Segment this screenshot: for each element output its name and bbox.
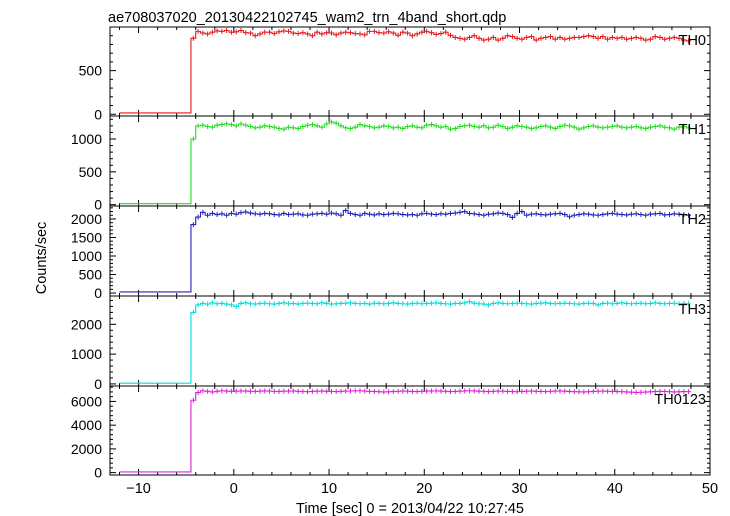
x-tick-label: 20 bbox=[416, 481, 432, 497]
panel-frame bbox=[109, 385, 711, 476]
y-tick-label: 1000 bbox=[71, 346, 102, 362]
panel-frame bbox=[109, 205, 711, 297]
y-tick-label: 1000 bbox=[71, 248, 102, 264]
panel-th3: 0 1000 2000 TH3 bbox=[71, 295, 711, 392]
series-line-th3 bbox=[119, 301, 691, 384]
series-line-th0123 bbox=[119, 390, 691, 473]
panel-frame bbox=[109, 26, 711, 117]
y-tick-label: 2000 bbox=[71, 211, 102, 227]
panel-th0123: 0 2000 4000 6000 TH0123 bbox=[71, 385, 711, 481]
x-tick-label: 0 bbox=[230, 481, 238, 497]
panel-label: TH1 bbox=[679, 122, 706, 138]
y-tick-label: 500 bbox=[79, 267, 103, 283]
panel-th0: 0 500 TH0 bbox=[79, 26, 711, 122]
y-tick-label: 0 bbox=[94, 376, 102, 392]
x-tick-label: −10 bbox=[126, 481, 151, 497]
y-tick-label: 0 bbox=[94, 465, 102, 481]
panel-label: TH3 bbox=[679, 302, 706, 318]
y-axis-label: Counts/sec bbox=[34, 222, 50, 295]
panel-label: TH0123 bbox=[654, 392, 706, 408]
y-tick-label: 0 bbox=[94, 106, 102, 122]
x-tick-label: 40 bbox=[607, 481, 623, 497]
x-axis-label: Time [sec] 0 = 2013/04/22 10:27:45 bbox=[296, 501, 524, 516]
x-tick-label: 30 bbox=[511, 481, 527, 497]
y-tick-label: 1000 bbox=[71, 131, 102, 147]
y-tick-label: 0 bbox=[94, 197, 102, 213]
panel-label: TH2 bbox=[679, 212, 706, 228]
series-line-th1 bbox=[119, 121, 691, 205]
y-tick-label: 1500 bbox=[71, 229, 102, 245]
panel-frame bbox=[109, 115, 711, 207]
panel-label: TH0 bbox=[679, 33, 706, 49]
y-tick-label: 4000 bbox=[71, 417, 102, 433]
panel-th2: 0 500 1000 1500 2000 TH2 bbox=[71, 205, 711, 301]
y-tick-label: 2000 bbox=[71, 316, 102, 332]
y-tick-label: 2000 bbox=[71, 441, 102, 457]
panel-th1: 0 500 1000 TH1 bbox=[71, 115, 711, 213]
y-tick-label: 6000 bbox=[71, 393, 102, 409]
y-tick-label: 500 bbox=[79, 164, 103, 180]
series-line-th0 bbox=[119, 29, 691, 114]
y-tick-label: 0 bbox=[94, 285, 102, 301]
panel-frame bbox=[109, 295, 711, 387]
x-tick-label: 50 bbox=[702, 481, 718, 497]
series-line-th2 bbox=[119, 209, 691, 293]
chart-title: ae708037020_20130422102745_wam2_trn_4ban… bbox=[108, 10, 506, 26]
y-tick-label: 500 bbox=[79, 63, 103, 79]
x-tick-label: 10 bbox=[321, 481, 337, 497]
